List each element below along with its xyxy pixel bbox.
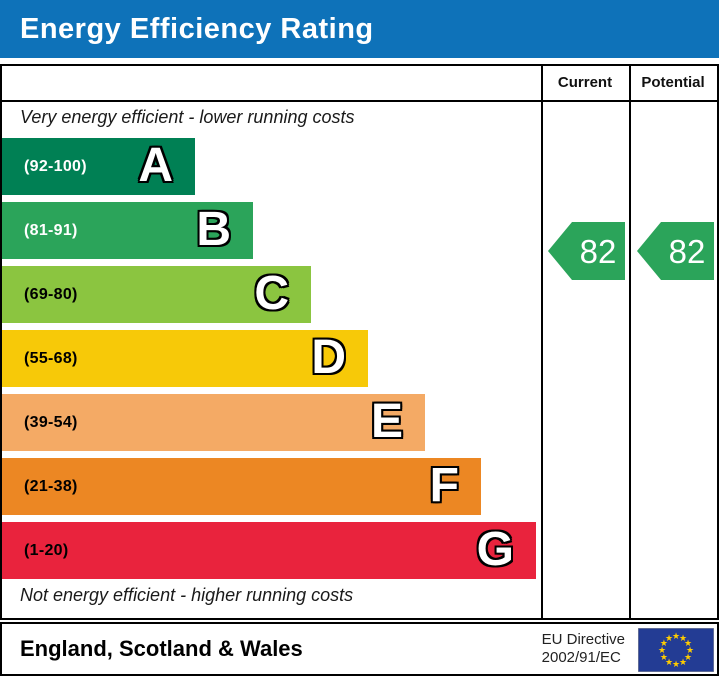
band-letter: G [476,522,514,576]
band-letter: F [429,458,459,512]
svg-text:★: ★ [684,639,692,649]
band-range-label: (69-80) [24,285,78,303]
current-arrow-shape [548,222,625,280]
band-range-label: (81-91) [24,221,78,239]
table-header-row [2,66,717,102]
column-divider-potential [629,66,631,618]
band-letter: A [138,138,173,192]
bottom-note: Not energy efficient - higher running co… [20,585,354,605]
band-row-e: (39-54) E [2,394,425,451]
eu-flag-stars: ★ ★ ★ ★ ★ ★ ★ ★ ★ ★ ★ ★ [658,632,694,670]
band-range-label: (39-54) [24,413,78,431]
band-range-label: (21-38) [24,477,78,495]
current-column-header: Current [557,74,613,91]
eu-flag-field [638,628,714,672]
current-rating-value: 82 [580,233,617,270]
current-rating-arrow: 82 [548,222,625,280]
potential-arrow-shape [637,222,714,280]
svg-text:★: ★ [679,658,687,668]
title-bar: Energy Efficiency Rating [0,0,719,58]
band-row-g: (1-20) G [2,522,536,579]
column-divider-current [541,66,543,618]
band-row-f: (21-38) F [2,458,481,515]
band-row-d: (55-68) D [2,330,368,387]
svg-text:★: ★ [672,660,680,670]
svg-text:★: ★ [679,634,687,644]
eu-directive-line2: 2002/91/EC [541,649,621,666]
potential-rating-value: 82 [669,233,706,270]
svg-text:★: ★ [684,653,692,663]
band-letter: C [254,266,289,320]
svg-text:★: ★ [660,653,668,663]
band-letter: E [370,394,403,448]
svg-text:★: ★ [686,646,694,656]
region-label: England, Scotland & Wales [20,636,303,661]
band-row-b: (81-91) B [2,202,253,259]
band-row-c: (69-80) C [2,266,311,323]
top-note: Very energy efficient - lower running co… [20,107,355,127]
svg-text:★: ★ [665,658,673,668]
eu-directive-label: EU Directive 2002/91/EC [542,631,625,667]
svg-text:★: ★ [660,639,668,649]
eu-flag-icon: ★ ★ ★ ★ ★ ★ ★ ★ ★ ★ ★ ★ [638,628,714,672]
band-row-a: (92-100) A [2,138,195,195]
band-letter: B [196,202,231,256]
band-range-label: (55-68) [24,349,78,367]
band-range-label: (1-20) [24,541,69,559]
svg-text:★: ★ [658,646,666,656]
eu-directive-line1: EU Directive [541,631,625,648]
svg-text:★: ★ [672,632,680,642]
rating-bands: (92-100) A (81-91) B (69-80) C (55-68) D… [2,138,541,586]
potential-rating-arrow: 82 [637,222,714,280]
page-title: Energy Efficiency Rating [20,12,374,45]
potential-column-header: Potential [641,74,705,91]
rating-table: Current Potential Very energy efficient … [0,64,719,620]
band-range-label: (92-100) [24,157,87,175]
svg-text:★: ★ [665,634,673,644]
band-letter: D [311,330,346,384]
footer-bar: England, Scotland & Wales EU Directive 2… [0,622,719,676]
